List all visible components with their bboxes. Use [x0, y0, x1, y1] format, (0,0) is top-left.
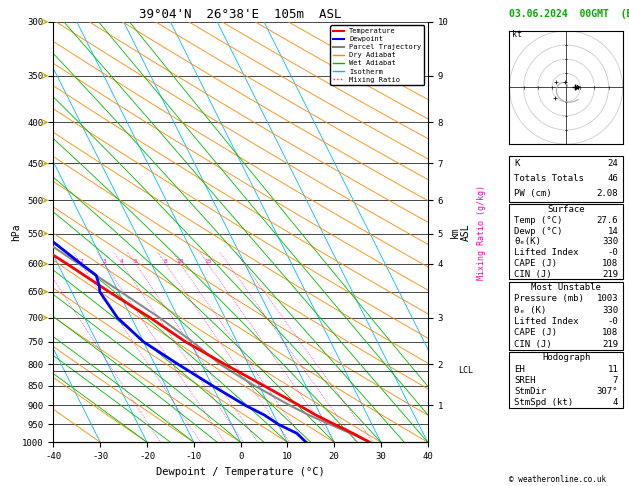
Text: Surface: Surface [547, 205, 585, 214]
Text: StmSpd (kt): StmSpd (kt) [514, 398, 573, 407]
Text: CAPE (J): CAPE (J) [514, 259, 557, 268]
Text: CAPE (J): CAPE (J) [514, 329, 557, 337]
Text: LCL: LCL [459, 366, 473, 375]
Text: 330: 330 [602, 306, 618, 315]
Text: Lifted Index: Lifted Index [514, 248, 579, 257]
Text: 4: 4 [613, 398, 618, 407]
Text: 2.08: 2.08 [597, 190, 618, 198]
Text: 219: 219 [602, 270, 618, 278]
Text: θₑ (K): θₑ (K) [514, 306, 546, 315]
Text: Most Unstable: Most Unstable [531, 283, 601, 292]
Text: © weatheronline.co.uk: © weatheronline.co.uk [509, 474, 606, 484]
Text: 3: 3 [103, 259, 107, 264]
Text: 10: 10 [177, 259, 184, 264]
Text: Temp (°C): Temp (°C) [514, 216, 562, 225]
Text: SREH: SREH [514, 376, 535, 385]
Text: -0: -0 [608, 317, 618, 326]
Text: 108: 108 [602, 329, 618, 337]
Title: 39°04'N  26°38'E  105m  ASL: 39°04'N 26°38'E 105m ASL [140, 8, 342, 21]
Text: Mixing Ratio (g/kg): Mixing Ratio (g/kg) [477, 185, 486, 279]
Y-axis label: hPa: hPa [11, 223, 21, 241]
Text: 7: 7 [613, 376, 618, 385]
Text: 4: 4 [120, 259, 124, 264]
Text: 14: 14 [608, 226, 618, 236]
Text: CIN (J): CIN (J) [514, 270, 552, 278]
Text: 1003: 1003 [597, 295, 618, 303]
Text: 11: 11 [608, 364, 618, 374]
X-axis label: Dewpoint / Temperature (°C): Dewpoint / Temperature (°C) [156, 467, 325, 477]
Text: 108: 108 [602, 259, 618, 268]
Text: 27.6: 27.6 [597, 216, 618, 225]
Text: 24: 24 [608, 159, 618, 168]
Text: 15: 15 [204, 259, 212, 264]
Text: EH: EH [514, 364, 525, 374]
Text: 8: 8 [164, 259, 167, 264]
Text: kt: kt [512, 30, 522, 38]
Text: 46: 46 [608, 174, 618, 183]
Text: Dewp (°C): Dewp (°C) [514, 226, 562, 236]
Text: Totals Totals: Totals Totals [514, 174, 584, 183]
Text: 330: 330 [602, 237, 618, 246]
Text: 219: 219 [602, 340, 618, 349]
Text: 5: 5 [134, 259, 138, 264]
Text: CIN (J): CIN (J) [514, 340, 552, 349]
Text: Lifted Index: Lifted Index [514, 317, 579, 326]
Text: K: K [514, 159, 520, 168]
Text: Hodograph: Hodograph [542, 353, 590, 363]
Text: Pressure (mb): Pressure (mb) [514, 295, 584, 303]
Text: 2: 2 [79, 259, 83, 264]
Text: -0: -0 [608, 248, 618, 257]
Text: PW (cm): PW (cm) [514, 190, 552, 198]
Text: StmDir: StmDir [514, 387, 546, 396]
Text: 307°: 307° [597, 387, 618, 396]
Text: 03.06.2024  00GMT  (Base: 18): 03.06.2024 00GMT (Base: 18) [509, 9, 629, 19]
Legend: Temperature, Dewpoint, Parcel Trajectory, Dry Adiabat, Wet Adiabat, Isotherm, Mi: Temperature, Dewpoint, Parcel Trajectory… [330, 25, 424, 86]
Y-axis label: km
ASL: km ASL [450, 223, 471, 241]
Text: θₑ(K): θₑ(K) [514, 237, 541, 246]
